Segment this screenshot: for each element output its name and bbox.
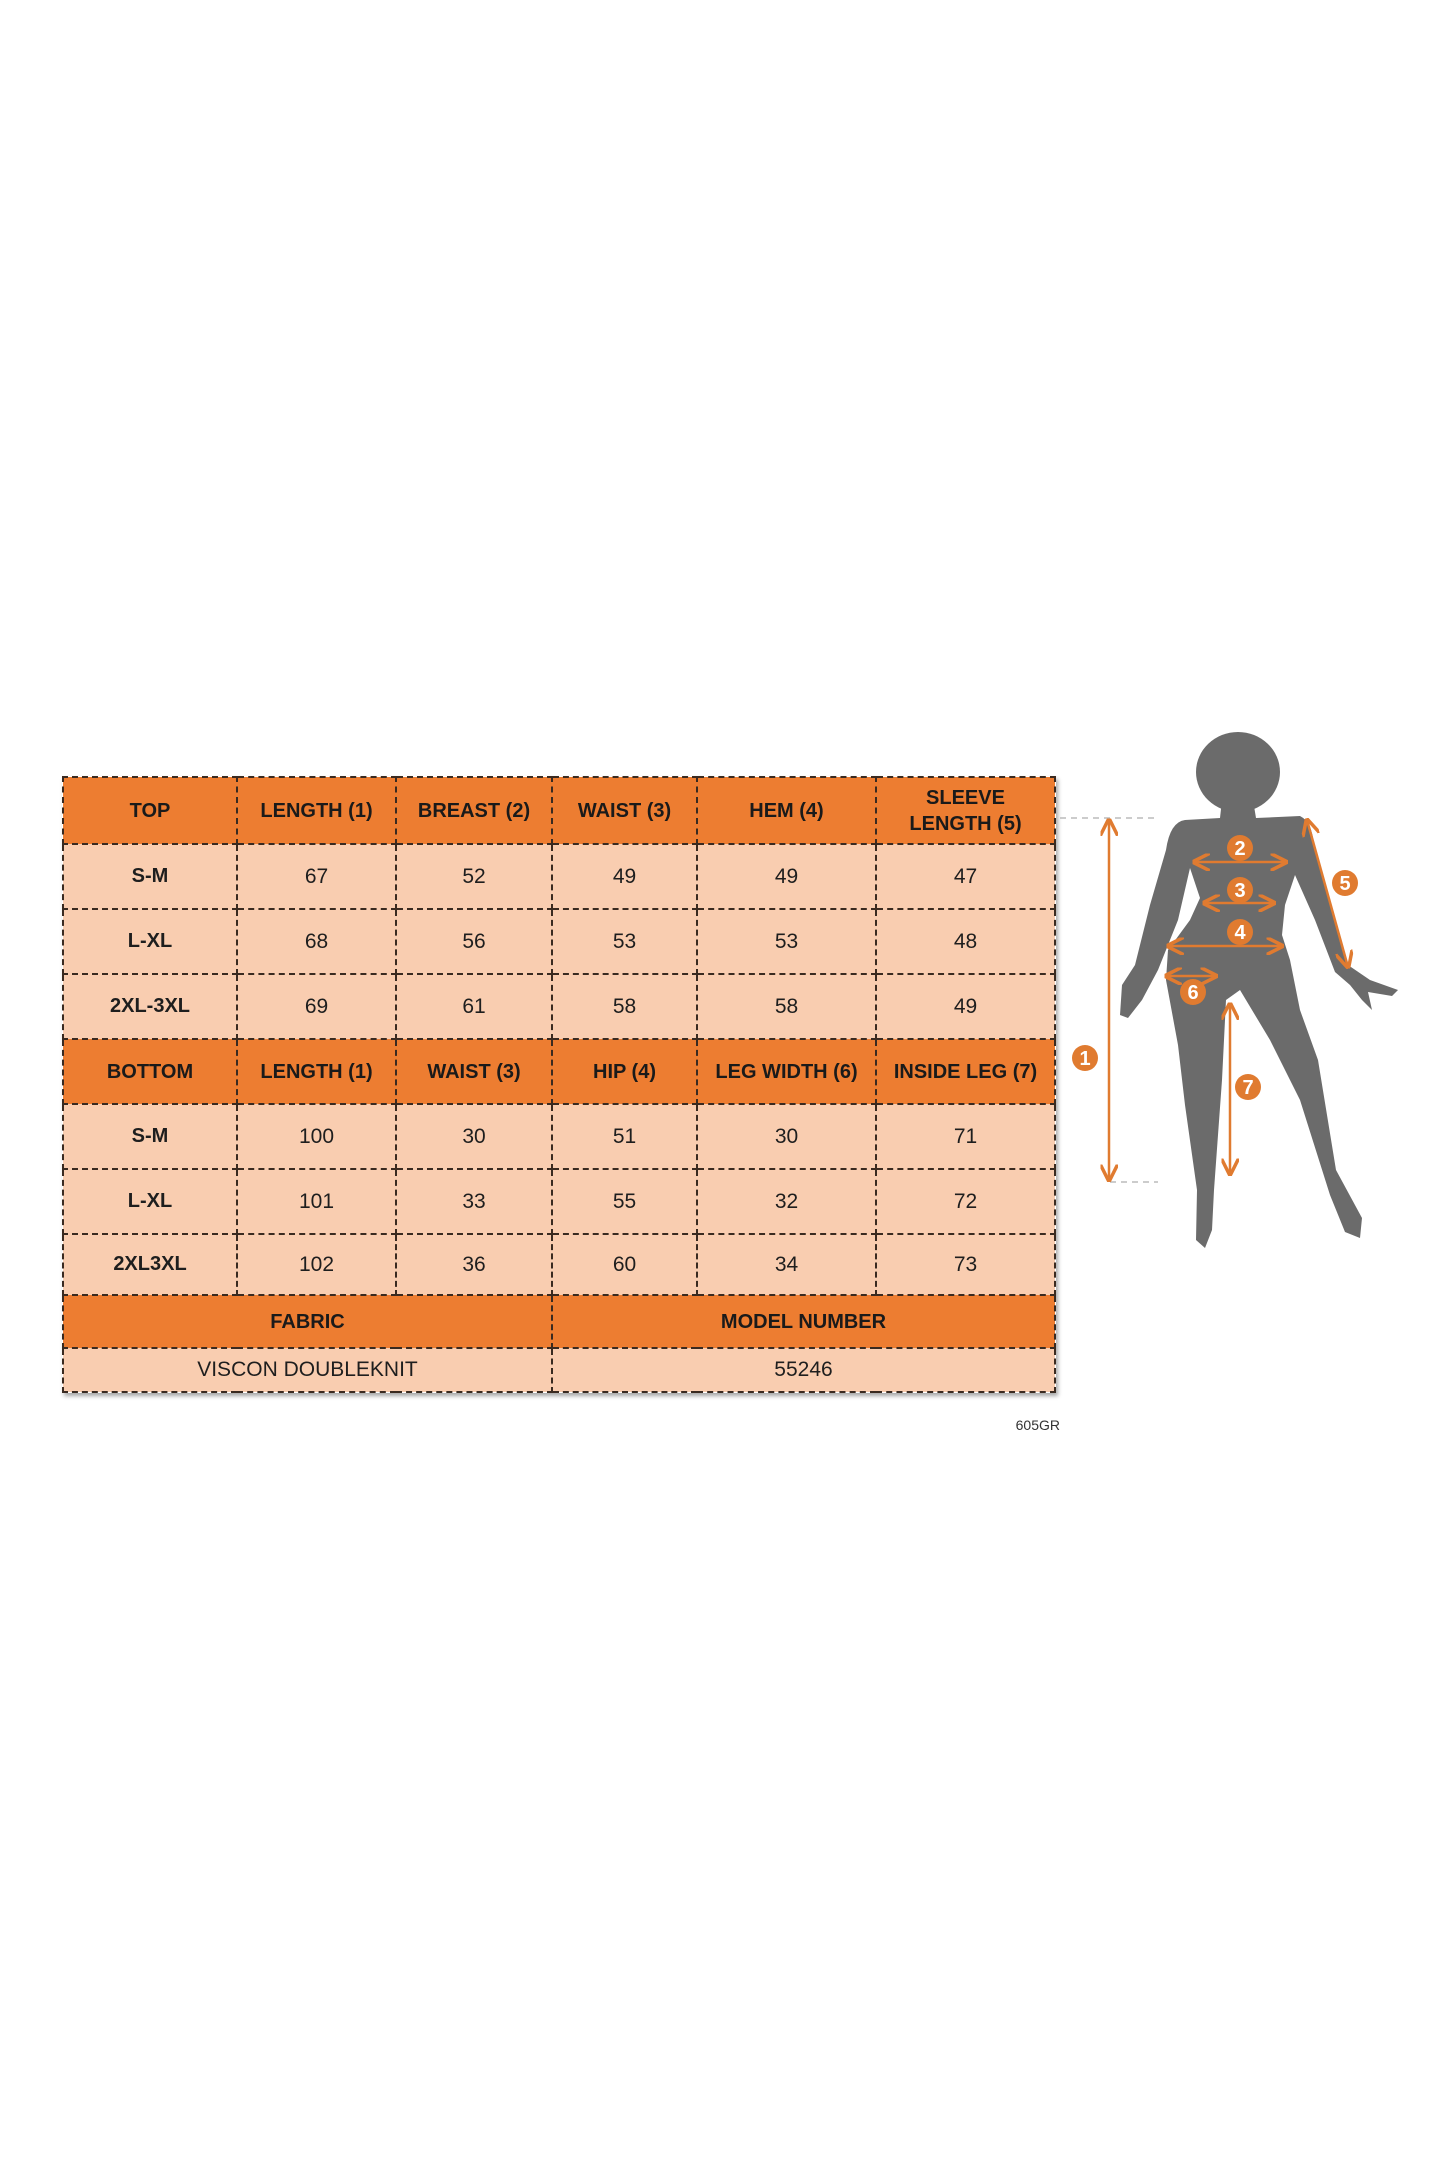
model-number-label: MODEL NUMBER	[551, 1294, 1056, 1349]
marker-3: 3	[1227, 877, 1253, 903]
value-cell: 53	[551, 908, 698, 975]
header-cell: WAIST (3)	[395, 1038, 553, 1105]
size-cell: L-XL	[62, 908, 238, 975]
value-cell: 47	[875, 843, 1056, 910]
value-cell: 68	[236, 908, 397, 975]
svg-text:3: 3	[1234, 880, 1245, 902]
value-cell: 58	[696, 973, 877, 1040]
svg-text:6: 6	[1187, 982, 1198, 1004]
value-cell: 101	[236, 1168, 397, 1235]
value-cell: 49	[696, 843, 877, 910]
value-cell: 55	[551, 1168, 698, 1235]
value-cell: 49	[551, 843, 698, 910]
top-header-row: TOP LENGTH (1) BREAST (2) WAIST (3) HEM …	[62, 776, 1056, 845]
svg-text:5: 5	[1339, 873, 1350, 895]
svg-text:7: 7	[1242, 1077, 1253, 1099]
value-cell: 72	[875, 1168, 1056, 1235]
measurement-markers: 1 2 3 4 5 6 7	[1072, 835, 1358, 1100]
header-cell: BREAST (2)	[395, 776, 553, 845]
marker-5: 5	[1332, 870, 1358, 896]
value-cell: 102	[236, 1233, 397, 1296]
value-cell: 67	[236, 843, 397, 910]
table-row: S-M 100 30 51 30 71	[62, 1103, 1056, 1170]
header-cell: LENGTH (1)	[236, 1038, 397, 1105]
value-cell: 53	[696, 908, 877, 975]
fabric-label: FABRIC	[62, 1294, 553, 1349]
marker-4: 4	[1227, 919, 1253, 945]
value-cell: 48	[875, 908, 1056, 975]
marker-6: 6	[1180, 979, 1206, 1005]
value-cell: 69	[236, 973, 397, 1040]
info-row: VISCON DOUBLEKNIT 55246	[62, 1347, 1056, 1393]
value-cell: 32	[696, 1168, 877, 1235]
value-cell: 60	[551, 1233, 698, 1296]
bottom-header-row: BOTTOM LENGTH (1) WAIST (3) HIP (4) LEG …	[62, 1038, 1056, 1105]
info-header-row: FABRIC MODEL NUMBER	[62, 1294, 1056, 1349]
sleeve-arrow	[1307, 820, 1348, 967]
header-cell: INSIDE LEG (7)	[875, 1038, 1056, 1105]
marker-2: 2	[1227, 835, 1253, 861]
header-cell: HIP (4)	[551, 1038, 698, 1105]
value-cell: 33	[395, 1168, 553, 1235]
size-cell: S-M	[62, 843, 238, 910]
table-row: L-XL 101 33 55 32 72	[62, 1168, 1056, 1235]
size-cell: 2XL-3XL	[62, 973, 238, 1040]
value-cell: 71	[875, 1103, 1056, 1170]
header-cell: LENGTH (1)	[236, 776, 397, 845]
value-cell: 61	[395, 973, 553, 1040]
size-cell: S-M	[62, 1103, 238, 1170]
table-row: S-M 67 52 49 49 47	[62, 843, 1056, 910]
value-cell: 56	[395, 908, 553, 975]
header-cell: HEM (4)	[696, 776, 877, 845]
value-cell: 51	[551, 1103, 698, 1170]
value-cell: 73	[875, 1233, 1056, 1296]
value-cell: 49	[875, 973, 1056, 1040]
table-row: 2XL3XL 102 36 60 34 73	[62, 1233, 1056, 1296]
header-cell: BOTTOM	[62, 1038, 238, 1105]
value-cell: 30	[696, 1103, 877, 1170]
table-row: L-XL 68 56 53 53 48	[62, 908, 1056, 975]
value-cell: 58	[551, 973, 698, 1040]
measurement-lines	[1060, 818, 1348, 1183]
svg-text:4: 4	[1234, 922, 1246, 944]
svg-text:1: 1	[1079, 1048, 1090, 1070]
header-cell: LEG WIDTH (6)	[696, 1038, 877, 1105]
fabric-value: VISCON DOUBLEKNIT	[62, 1347, 553, 1393]
table-row: 2XL-3XL 69 61 58 58 49	[62, 973, 1056, 1040]
marker-1: 1	[1072, 1045, 1098, 1071]
size-cell: 2XL3XL	[62, 1233, 238, 1296]
size-chart-table: TOP LENGTH (1) BREAST (2) WAIST (3) HEM …	[62, 776, 1056, 1393]
header-cell: SLEEVE LENGTH (5)	[875, 776, 1056, 845]
size-cell: L-XL	[62, 1168, 238, 1235]
svg-text:2: 2	[1234, 838, 1245, 860]
marker-7: 7	[1235, 1074, 1261, 1100]
value-cell: 100	[236, 1103, 397, 1170]
header-cell: TOP	[62, 776, 238, 845]
value-cell: 52	[395, 843, 553, 910]
model-number-value: 55246	[551, 1347, 1056, 1393]
value-cell: 30	[395, 1103, 553, 1170]
product-code: 605GR	[1015, 1417, 1060, 1433]
header-cell: WAIST (3)	[551, 776, 698, 845]
value-cell: 36	[395, 1233, 553, 1296]
female-silhouette	[1120, 732, 1398, 1248]
value-cell: 34	[696, 1233, 877, 1296]
